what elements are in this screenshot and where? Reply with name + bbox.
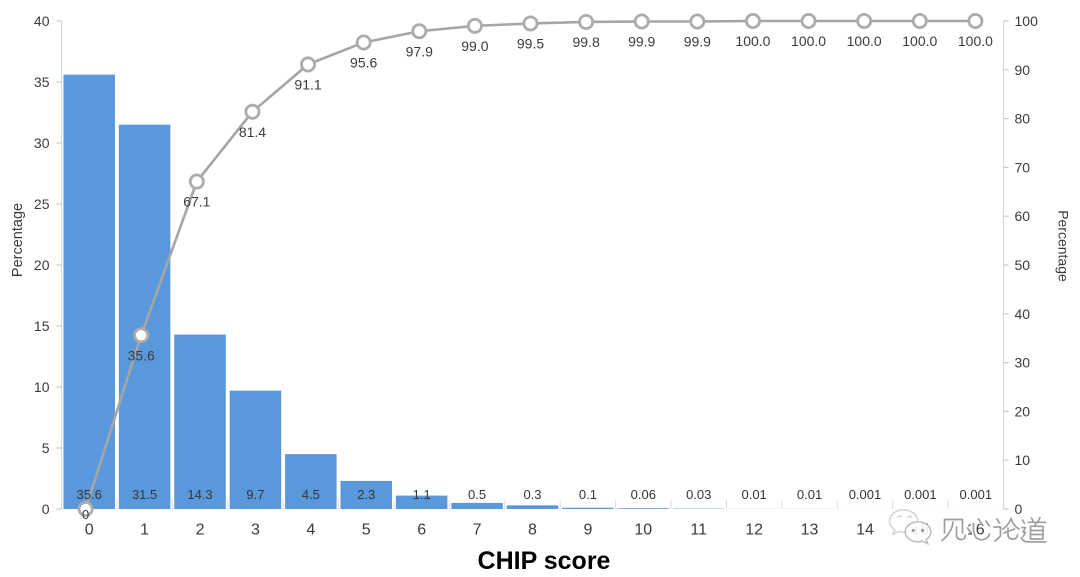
svg-text:4: 4	[306, 522, 315, 539]
svg-text:20: 20	[1015, 403, 1031, 419]
svg-text:0.1: 0.1	[579, 487, 597, 502]
svg-text:10: 10	[34, 379, 50, 395]
svg-text:25: 25	[34, 196, 50, 212]
svg-text:10: 10	[1015, 452, 1031, 468]
svg-text:81.4: 81.4	[239, 124, 266, 140]
svg-text:99.9: 99.9	[628, 33, 655, 49]
svg-text:20: 20	[34, 257, 50, 273]
svg-text:35.6: 35.6	[128, 347, 155, 363]
svg-text:35.6: 35.6	[77, 487, 102, 502]
svg-text:14.3: 14.3	[187, 487, 212, 502]
svg-text:CHIP score: CHIP score	[478, 547, 611, 575]
svg-text:90: 90	[1015, 62, 1031, 78]
svg-text:35: 35	[34, 74, 50, 90]
svg-text:0: 0	[82, 507, 89, 522]
svg-text:7: 7	[473, 522, 482, 539]
svg-text:97.9: 97.9	[406, 43, 433, 59]
svg-text:100.0: 100.0	[791, 33, 826, 49]
svg-text:10: 10	[634, 522, 652, 539]
svg-text:14: 14	[856, 522, 874, 539]
svg-text:100.0: 100.0	[958, 33, 993, 49]
svg-text:95.6: 95.6	[350, 54, 377, 70]
svg-text:0: 0	[1015, 501, 1023, 517]
svg-text:99.5: 99.5	[517, 35, 544, 51]
svg-text:70: 70	[1015, 159, 1031, 175]
svg-text:99.0: 99.0	[461, 38, 488, 54]
svg-text:0.001: 0.001	[960, 487, 993, 502]
svg-text:100.0: 100.0	[902, 33, 937, 49]
svg-text:12: 12	[745, 522, 763, 539]
svg-text:5: 5	[362, 522, 371, 539]
svg-text:11: 11	[690, 522, 707, 539]
svg-text:3: 3	[251, 522, 260, 539]
svg-text:4.5: 4.5	[302, 487, 320, 502]
svg-text:0.03: 0.03	[686, 487, 711, 502]
svg-text:9: 9	[583, 522, 592, 539]
svg-text:8: 8	[528, 522, 537, 539]
svg-text:1: 1	[140, 522, 149, 539]
svg-text:6: 6	[417, 522, 426, 539]
svg-text:0.3: 0.3	[523, 487, 541, 502]
svg-text:1.1: 1.1	[413, 487, 431, 502]
svg-text:0.06: 0.06	[631, 487, 656, 502]
svg-text:100: 100	[1015, 13, 1039, 29]
svg-text:30: 30	[1015, 355, 1031, 371]
svg-text:0.01: 0.01	[797, 487, 822, 502]
svg-text:0.001: 0.001	[904, 487, 937, 502]
svg-text:31.5: 31.5	[132, 487, 157, 502]
svg-text:80: 80	[1015, 111, 1031, 127]
svg-text:15: 15	[34, 318, 50, 334]
svg-text:50: 50	[1015, 257, 1031, 273]
svg-text:30: 30	[34, 135, 50, 151]
svg-text:0: 0	[42, 501, 50, 517]
svg-text:2: 2	[196, 522, 205, 539]
svg-text:40: 40	[34, 13, 50, 29]
svg-text:91.1: 91.1	[294, 76, 321, 92]
svg-text:40: 40	[1015, 306, 1031, 322]
svg-text:5: 5	[42, 440, 50, 456]
svg-text:Percentage: Percentage	[1056, 210, 1072, 282]
svg-text:99.8: 99.8	[572, 34, 599, 50]
svg-text:100.0: 100.0	[735, 33, 770, 49]
svg-text:Percentage: Percentage	[10, 203, 26, 277]
svg-text:9.7: 9.7	[246, 487, 264, 502]
svg-text:0.5: 0.5	[468, 487, 486, 502]
svg-text:67.1: 67.1	[183, 194, 210, 210]
svg-text:2.3: 2.3	[357, 487, 375, 502]
svg-text:13: 13	[801, 522, 819, 539]
svg-text:60: 60	[1015, 208, 1031, 224]
svg-text:100.0: 100.0	[847, 33, 882, 49]
svg-text:0.01: 0.01	[741, 487, 766, 502]
svg-text:0: 0	[85, 522, 94, 539]
svg-text:99.9: 99.9	[684, 33, 711, 49]
svg-text:0.001: 0.001	[849, 487, 882, 502]
